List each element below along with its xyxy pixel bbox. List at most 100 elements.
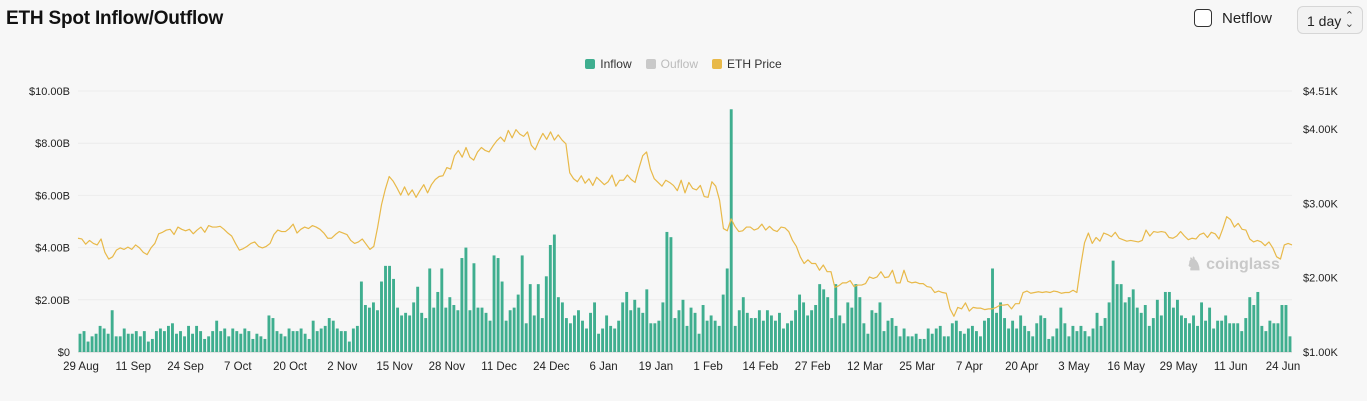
inflow-bar bbox=[1127, 297, 1131, 352]
inflow-bar bbox=[179, 331, 182, 352]
inflow-bar bbox=[593, 302, 596, 352]
inflow-bar bbox=[669, 237, 673, 352]
inflow-bar bbox=[231, 328, 235, 352]
inflow-bar bbox=[118, 336, 122, 352]
inflow-bar bbox=[1151, 318, 1155, 352]
inflow-bar bbox=[1103, 318, 1107, 352]
legend-item-inflow[interactable]: Inflow bbox=[585, 57, 632, 71]
inflow-bar bbox=[701, 305, 705, 352]
right-tick-label: $2.00K bbox=[1303, 273, 1339, 285]
inflow-bar bbox=[187, 325, 190, 352]
x-tick-label: 6 Jan bbox=[590, 361, 618, 373]
inflow-bar bbox=[661, 302, 665, 352]
inflow-bar bbox=[98, 325, 102, 352]
inflow-bar bbox=[834, 284, 838, 352]
inflow-bar bbox=[351, 328, 355, 352]
inflow-bar bbox=[416, 286, 420, 352]
netflow-toggle[interactable]: Netflow bbox=[1194, 9, 1272, 27]
inflow-bar bbox=[568, 323, 572, 352]
inflow-bar bbox=[1147, 325, 1151, 352]
inflow-bar bbox=[556, 297, 560, 352]
x-tick-label: 20 Oct bbox=[273, 361, 308, 373]
inflow-bar bbox=[697, 333, 701, 352]
inflow-bar bbox=[114, 336, 118, 352]
legend-item-outflow[interactable]: Ouflow bbox=[645, 57, 698, 71]
inflow-bar bbox=[339, 331, 343, 352]
inflow-bar bbox=[1284, 305, 1288, 352]
inflow-bar bbox=[774, 320, 777, 352]
legend-swatch-outflow bbox=[645, 59, 656, 69]
left-tick-label: $0 bbox=[58, 347, 70, 359]
inflow-bar bbox=[818, 284, 822, 352]
inflow-bar bbox=[858, 297, 862, 352]
inflow-bar bbox=[263, 338, 267, 352]
inflow-bar bbox=[761, 320, 765, 352]
watermark-text: coinglass bbox=[1206, 255, 1280, 273]
inflow-bar bbox=[1107, 302, 1111, 352]
inflow-bar bbox=[974, 331, 978, 352]
inflow-bar bbox=[1131, 289, 1135, 352]
inflow-bar bbox=[657, 320, 661, 352]
x-tick-label: 11 Jun bbox=[1214, 361, 1248, 373]
page-title: ETH Spot Inflow/Outflow bbox=[6, 8, 224, 29]
inflow-bar bbox=[1119, 284, 1123, 352]
inflow-bar bbox=[870, 310, 874, 352]
x-axis-labels: 29 Aug 11 Sep 24 Sep 7 Oct 20 Oct 2 Nov 15 Nov… bbox=[63, 361, 1300, 373]
inflow-bar bbox=[396, 307, 400, 352]
inflow-bar bbox=[585, 328, 588, 352]
inflow-bar bbox=[512, 307, 516, 352]
x-tick-label: 20 Apr bbox=[1005, 361, 1038, 373]
inflow-bar bbox=[1075, 331, 1079, 352]
inflow-bar bbox=[954, 320, 958, 352]
inflow-bar bbox=[424, 318, 428, 352]
inflow-bar bbox=[175, 333, 178, 352]
inflow-bar bbox=[191, 333, 195, 352]
inflow-bar bbox=[822, 289, 826, 352]
inflow-bar bbox=[1204, 320, 1208, 352]
inflow-bar bbox=[681, 299, 685, 352]
inflow-bar bbox=[725, 268, 729, 352]
inflow-bar bbox=[219, 331, 223, 352]
inflow-bar bbox=[1087, 336, 1091, 352]
inflow-bar bbox=[1027, 331, 1031, 352]
x-tick-label: 7 Apr bbox=[956, 361, 983, 373]
inflow-bar bbox=[946, 336, 950, 352]
inflow-bar bbox=[705, 320, 709, 352]
inflow-bar bbox=[633, 299, 637, 352]
inflow-bar bbox=[717, 325, 721, 352]
inflow-bar bbox=[484, 312, 488, 352]
inflow-bar bbox=[581, 320, 584, 352]
inflow-bar bbox=[906, 336, 910, 352]
inflow-bar bbox=[367, 307, 371, 352]
inflow-bar bbox=[564, 318, 568, 352]
inflow-bar bbox=[1115, 284, 1119, 352]
inflow-bar bbox=[665, 231, 669, 352]
inflow-bar bbox=[552, 234, 556, 352]
inflow-bar bbox=[319, 328, 323, 352]
inflow-bar bbox=[372, 302, 375, 352]
inflow-bar bbox=[287, 328, 291, 352]
interval-select[interactable]: 1 day ⌃ ⌄ bbox=[1297, 6, 1363, 34]
right-tick-label: $1.00K bbox=[1303, 347, 1339, 359]
inflow-bar bbox=[685, 325, 689, 352]
inflow-bar bbox=[476, 307, 480, 352]
inflow-bar bbox=[331, 320, 335, 352]
inflow-bar bbox=[1244, 318, 1248, 352]
inflow-bar bbox=[130, 333, 134, 352]
legend-item-price[interactable]: ETH Price bbox=[712, 57, 782, 71]
inflow-bar bbox=[1135, 307, 1139, 352]
inflow-bar bbox=[271, 318, 275, 352]
inflow-bar bbox=[440, 268, 444, 352]
netflow-checkbox[interactable] bbox=[1194, 9, 1212, 27]
inflow-bar bbox=[295, 331, 299, 352]
legend-swatch-price bbox=[712, 59, 723, 69]
inflow-bar bbox=[548, 244, 552, 352]
inflow-bar bbox=[605, 315, 609, 352]
inflow-bar bbox=[134, 331, 138, 352]
inflow-bar bbox=[930, 333, 934, 352]
inflow-bar bbox=[528, 284, 532, 352]
inflow-bar bbox=[1256, 291, 1260, 352]
inflow-bar bbox=[106, 333, 110, 352]
x-tick-label: 25 Mar bbox=[899, 361, 935, 373]
inflow-bar bbox=[1063, 323, 1067, 352]
